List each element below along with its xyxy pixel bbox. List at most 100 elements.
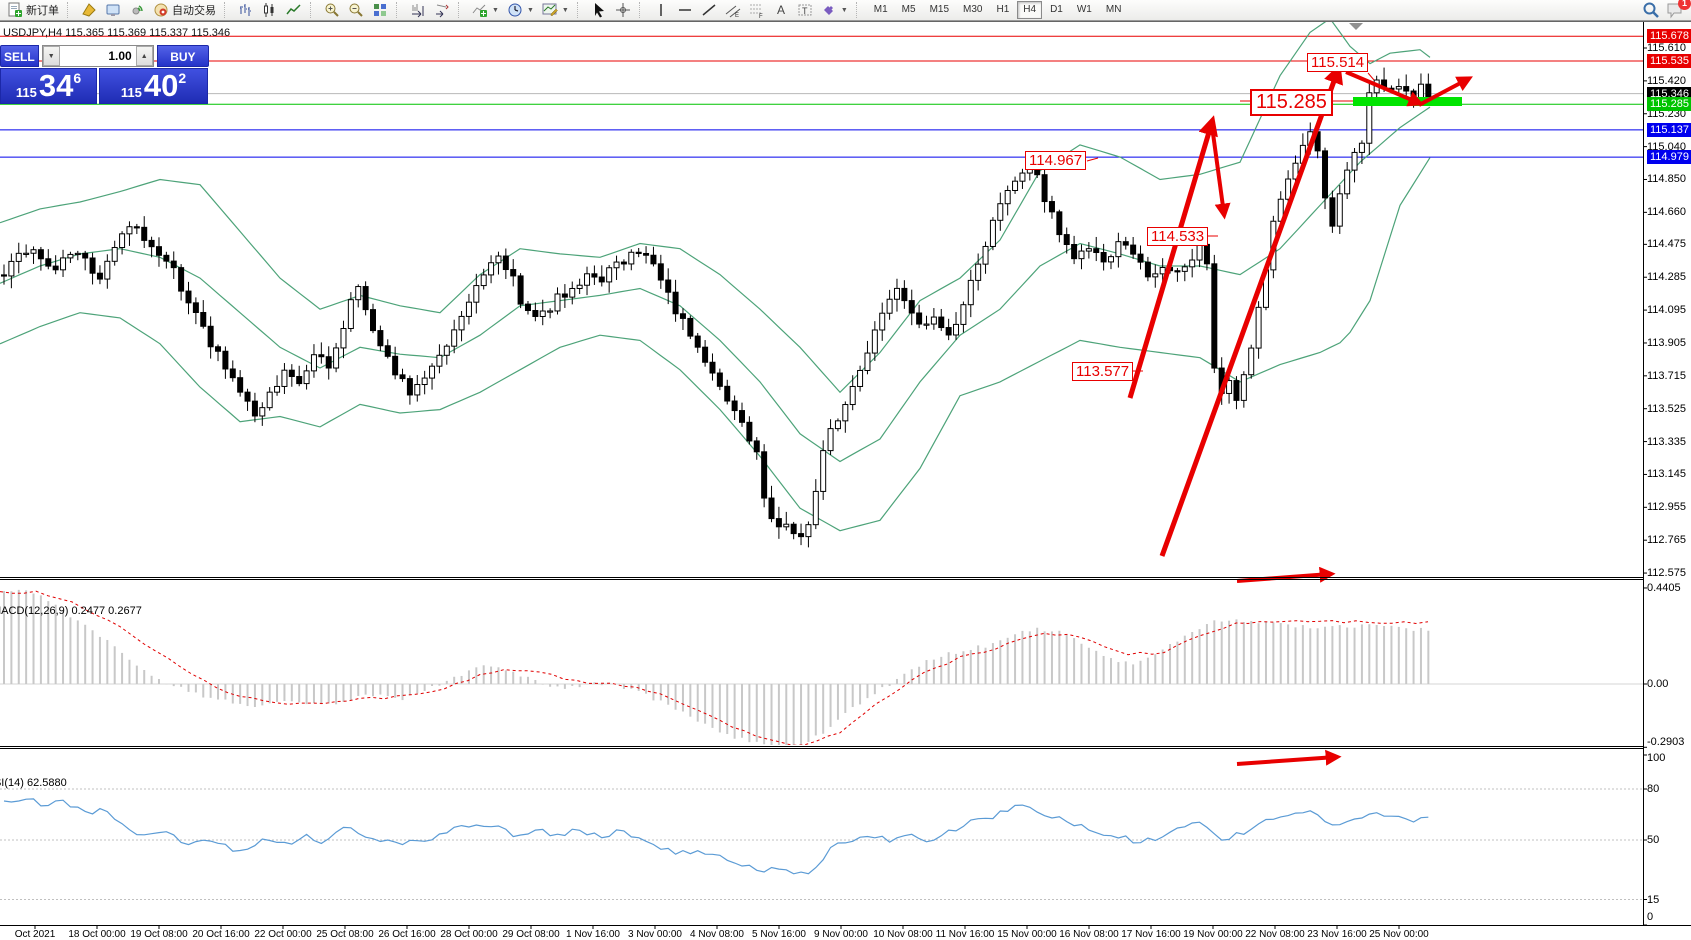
line-chart-button[interactable] <box>283 1 305 19</box>
volume-stepper: ▼ ▲ <box>41 45 154 67</box>
time-axis-label: 4 Nov 08:00 <box>690 929 744 940</box>
new-order-label: 新订单 <box>26 5 59 17</box>
zoom-in-button[interactable] <box>321 1 343 19</box>
periods-button[interactable]: ▼ <box>504 1 537 19</box>
trend-arrow <box>1418 76 1473 107</box>
volume-increase-button[interactable]: ▲ <box>135 46 153 66</box>
macd-label: MACD(12,26,9) 0.2477 0.2677 <box>0 605 142 617</box>
volume-input[interactable] <box>59 46 136 66</box>
zoom-out-button[interactable] <box>345 1 367 19</box>
vertical-line-tool-button[interactable] <box>650 1 672 19</box>
chart-shift-button[interactable] <box>431 1 453 19</box>
notifications-button[interactable]: 1 <box>1666 0 1691 19</box>
candlestick-chart-icon <box>264 3 274 17</box>
time-axis-label: Oct 2021 <box>14 929 56 940</box>
toolbar-separator <box>224 2 230 18</box>
price-tick-label: 115.420 <box>1647 74 1686 87</box>
price-tick-label: 113.335 <box>1647 435 1686 448</box>
svg-text:F: F <box>759 14 763 18</box>
timeframe-button-m30[interactable]: M30 <box>963 4 983 15</box>
timeframe-bar: M1 M5 M15 M30 H1 H4 D1 W1 MN <box>867 1 1129 19</box>
timeframe-button-d1[interactable]: D1 <box>1050 4 1063 15</box>
timeframe-button-m1[interactable]: M1 <box>873 4 888 15</box>
price-tick-label: 113.525 <box>1647 402 1686 415</box>
chart-window: USDJPY,H4 115.365 115.369 115.337 115.34… <box>0 21 1691 940</box>
arrow-objects-icon <box>823 6 833 15</box>
price-level-label: 114.979 <box>1647 150 1691 165</box>
timeframe-button-h1[interactable]: H1 <box>996 4 1010 15</box>
timeframe-button-w1[interactable]: W1 <box>1076 4 1092 15</box>
search-icon[interactable] <box>1642 1 1660 19</box>
buy-price-big: 40 <box>143 68 179 103</box>
text-tool-button[interactable]: A <box>770 1 792 19</box>
time-axis-label: 22 Oct 00:00 <box>254 929 312 940</box>
cursor-tool-button[interactable] <box>588 1 610 19</box>
candlestick-series <box>1 67 1432 548</box>
auto-scroll-button[interactable] <box>407 1 429 19</box>
crosshair-tool-button[interactable] <box>612 1 634 19</box>
signal-icon <box>132 5 143 15</box>
sell-button[interactable]: SELL <box>0 45 39 67</box>
vertical-line-icon <box>660 4 662 16</box>
toolbar-separator <box>855 2 862 18</box>
auto-trading-button[interactable]: 自动交易 <box>150 1 219 19</box>
time-axis-label: 9 Nov 00:00 <box>814 929 868 940</box>
timeframe-button-m15[interactable]: M15 <box>929 4 950 15</box>
text-label-tool-button[interactable]: T <box>794 1 816 19</box>
time-axis-label: 19 Nov 00:00 <box>1183 929 1243 940</box>
toolbar-separator <box>396 2 402 18</box>
bollinger-upper <box>0 22 1431 394</box>
price-tick-label: 114.475 <box>1647 238 1686 251</box>
candlestick-chart-button[interactable] <box>259 1 281 19</box>
buy-price-display[interactable]: 115 40 2 <box>99 68 208 104</box>
tile-windows-button[interactable] <box>369 1 391 19</box>
price-tick-label: 113.905 <box>1647 336 1686 349</box>
profiles-button[interactable] <box>78 1 100 19</box>
time-axis-label: 29 Oct 08:00 <box>502 929 560 940</box>
timeframe-button-h4[interactable]: H4 <box>1017 1 1043 19</box>
timeframe-button-mn[interactable]: MN <box>1105 4 1122 15</box>
new-order-button[interactable]: 新订单 <box>4 1 62 19</box>
time-axis-label: 25 Nov 00:00 <box>1369 929 1429 940</box>
buy-button[interactable]: BUY <box>156 45 209 67</box>
macd-axis-label: 0.4405 <box>1647 582 1681 594</box>
indicators-button[interactable]: ▼ <box>469 1 502 19</box>
price-level-label: 115.535 <box>1647 53 1691 68</box>
bar-chart-button[interactable] <box>235 1 257 19</box>
one-click-trading-panel: SELL ▼ ▲ BUY 115 34 6 115 40 2 <box>0 45 209 104</box>
sell-price-sup: 6 <box>73 70 82 86</box>
timeframe-button-m5[interactable]: M5 <box>901 4 916 15</box>
text-icon: A <box>777 3 785 17</box>
fibonacci-tool-button[interactable]: F <box>746 1 768 19</box>
zoom-in-icon <box>325 3 339 17</box>
horizontal-line-tool-button[interactable] <box>674 1 696 19</box>
toolbar-separator <box>67 2 73 18</box>
arrows-tool-button[interactable]: ▼ <box>818 1 851 19</box>
rsi-label: RSI(14) 62.5880 <box>0 777 67 789</box>
time-axis-label: 18 Oct 00:00 <box>68 929 126 940</box>
signal-button[interactable] <box>126 1 148 19</box>
macd-axis-label: -0.2903 <box>1647 736 1685 748</box>
time-axis-label: 22 Nov 08:00 <box>1245 929 1305 940</box>
price-annotation-box: 114.533 <box>1147 227 1209 246</box>
price-tick-label: 114.850 <box>1647 173 1686 186</box>
annotation-connector <box>1086 157 1099 162</box>
market-watch-button[interactable] <box>102 1 124 19</box>
time-axis-label: 20 Oct 16:00 <box>192 929 250 940</box>
zoom-out-icon <box>349 3 363 17</box>
clock-icon <box>508 3 522 17</box>
channel-tool-button[interactable]: E <box>722 1 744 19</box>
trendline-tool-button[interactable] <box>698 1 720 19</box>
macd-signal-line <box>0 590 1429 745</box>
sell-price-display[interactable]: 115 34 6 <box>0 68 97 104</box>
main-toolbar: 新订单 自动交易 <box>0 0 1691 21</box>
price-level-label: 115.346 <box>1647 86 1691 101</box>
volume-decrease-button[interactable]: ▼ <box>42 46 60 66</box>
auto-trading-icon <box>154 3 168 17</box>
bollinger-lower <box>0 157 1431 532</box>
time-axis-label: 11 Nov 16:00 <box>935 929 995 940</box>
templates-button[interactable]: ▼ <box>539 1 572 19</box>
rsi-axis-label: 100 <box>1647 752 1666 764</box>
profiles-icon <box>82 3 96 17</box>
